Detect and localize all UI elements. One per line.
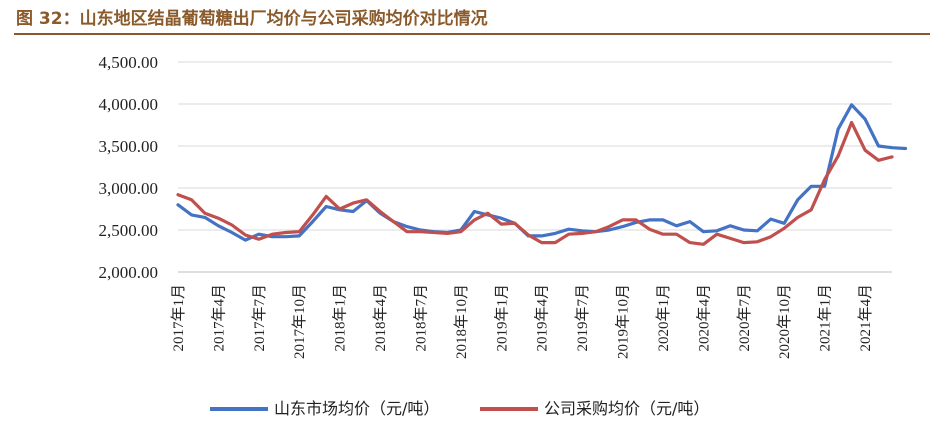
legend-label-1: 山东市场均价（元/吨）: [274, 399, 439, 418]
x-tick-label: 2020年10月: [776, 284, 793, 359]
x-tick-label: 2020年1月: [655, 284, 672, 352]
x-tick-label: 2018年10月: [453, 284, 470, 359]
gridlines: [178, 61, 892, 231]
legend: 山东市场均价（元/吨） 公司采购均价（元/吨）: [210, 399, 709, 418]
x-tick-label: 2019年10月: [615, 284, 632, 359]
figure-title: 图 32：山东地区结晶葡萄糖出厂均价与公司采购均价对比情况: [16, 9, 488, 29]
x-tick-label: 2017年10月: [291, 284, 308, 359]
y-tick-label: 3,000.00: [99, 179, 159, 198]
x-tick-label: 2019年1月: [493, 284, 510, 352]
x-tick-label: 2018年7月: [412, 284, 429, 352]
y-tick-label: 4,000.00: [99, 95, 159, 114]
x-tick-label: 2020年4月: [695, 284, 712, 352]
x-tick-label: 2018年1月: [332, 284, 349, 352]
x-tick-label: 2018年4月: [372, 284, 389, 352]
x-axis-ticks: 2017年1月 2017年4月 2017年7月 2017年10月 2018年1月 2018…: [170, 284, 874, 359]
series-lines: [176, 103, 908, 246]
x-tick-label: 2021年1月: [817, 284, 834, 352]
x-tick-label: 2019年7月: [574, 284, 591, 352]
y-tick-label: 3,500.00: [99, 137, 159, 156]
y-tick-label: 2,000.00: [99, 263, 159, 282]
series-line-2: [176, 120, 894, 246]
x-tick-label: 2017年7月: [251, 284, 268, 352]
series-line-1: [176, 103, 908, 242]
title-divider: [14, 33, 930, 35]
x-tick-label: 2017年4月: [210, 284, 227, 352]
y-axis-ticks: 4,500.00 4,000.00 3,500.00 3,000.00 2,500.00…: [99, 53, 159, 282]
y-tick-label: 4,500.00: [99, 53, 159, 72]
x-tick-label: 2020年7月: [736, 284, 753, 352]
legend-label-2: 公司采购均价（元/吨）: [544, 399, 709, 418]
x-tick-label: 2019年4月: [534, 284, 551, 352]
y-tick-label: 2,500.00: [99, 221, 159, 240]
x-tick-label: 2017年1月: [170, 284, 187, 352]
x-tick-label: 2021年4月: [857, 284, 874, 352]
